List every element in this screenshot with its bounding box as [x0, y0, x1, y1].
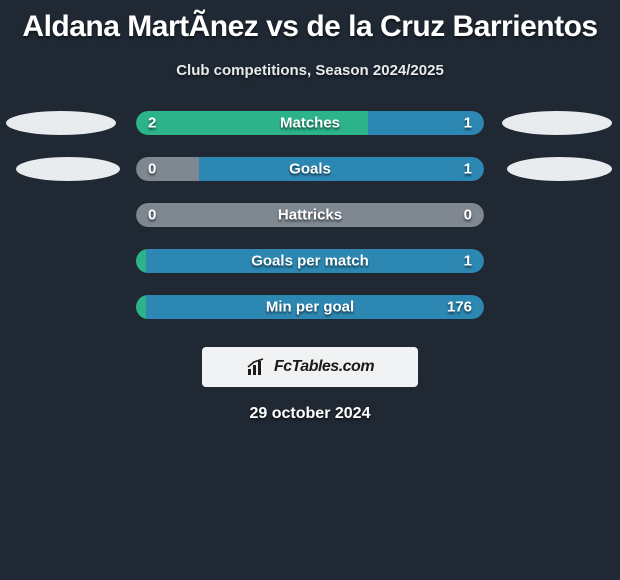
stat-row: Goals per match 1 [0, 249, 620, 273]
bar-right-segment [199, 157, 484, 181]
stat-bar: Min per goal 176 [136, 295, 484, 319]
stat-bar: Matches 2 1 [136, 111, 484, 135]
club-crest-right [502, 111, 612, 135]
stat-row: Min per goal 176 [0, 295, 620, 319]
stat-label: Hattricks [278, 207, 342, 224]
stat-value-right: 1 [464, 115, 472, 132]
stat-value-right: 0 [464, 207, 472, 224]
club-crest-right [507, 157, 612, 181]
stat-value-right: 1 [464, 253, 472, 270]
club-crest-left [16, 157, 120, 181]
bar-left-segment [136, 295, 146, 319]
subtitle: Club competitions, Season 2024/2025 [0, 62, 620, 79]
stat-bar: Hattricks 0 0 [136, 203, 484, 227]
source-badge: FcTables.com [202, 347, 418, 387]
stat-label: Min per goal [266, 299, 354, 316]
stat-bar: Goals per match 1 [136, 249, 484, 273]
stat-value-left: 0 [148, 161, 156, 178]
stat-value-left: 0 [148, 207, 156, 224]
bar-left-segment [136, 249, 146, 273]
bars-icon [246, 357, 266, 377]
footer-date: 29 october 2024 [0, 405, 620, 423]
stat-row: Matches 2 1 [0, 111, 620, 135]
stat-label: Goals [289, 161, 331, 178]
stats-rows: Matches 2 1 Goals 0 1 Hattricks 0 0 Goals per mat… [0, 111, 620, 319]
badge-text: FcTables.com [274, 358, 374, 376]
stat-bar: Goals 0 1 [136, 157, 484, 181]
stat-row: Goals 0 1 [0, 157, 620, 181]
page-title: Aldana MartÃ­nez vs de la Cruz Barriento… [0, 0, 620, 44]
stat-label: Goals per match [251, 253, 369, 270]
stat-label: Matches [280, 115, 340, 132]
bar-left-segment [136, 157, 199, 181]
stat-row: Hattricks 0 0 [0, 203, 620, 227]
stat-value-left: 2 [148, 115, 156, 132]
club-crest-left [6, 111, 116, 135]
stat-value-right: 176 [447, 299, 472, 316]
stat-value-right: 1 [464, 161, 472, 178]
